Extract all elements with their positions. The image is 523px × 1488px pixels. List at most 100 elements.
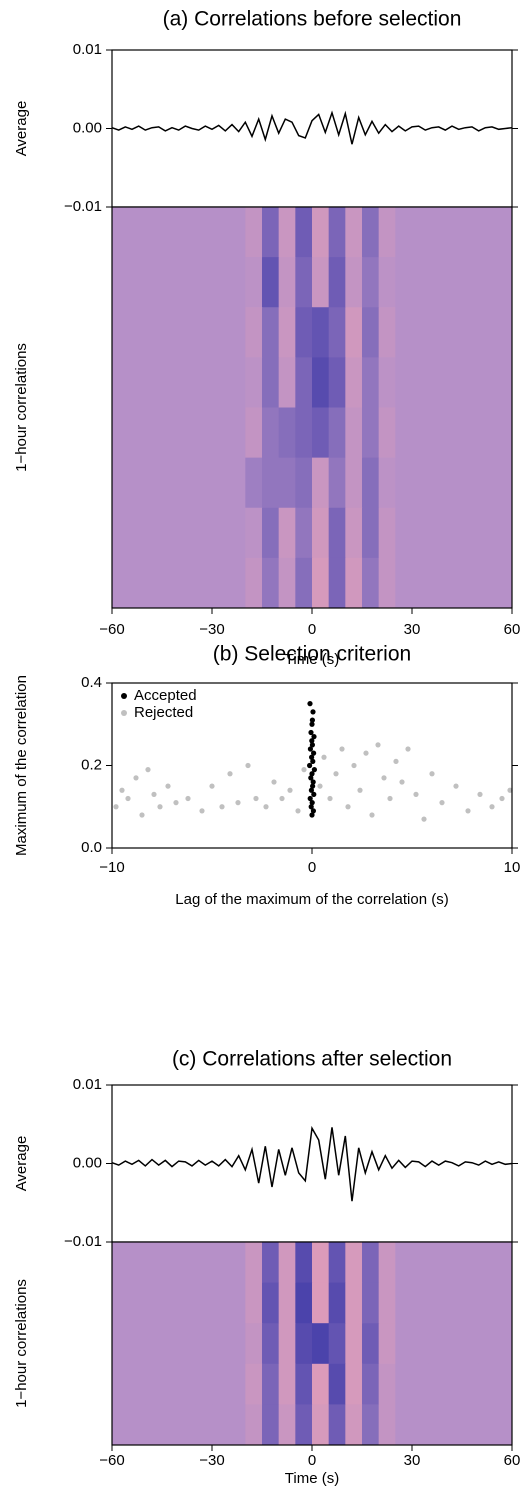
heatmap-cell: [145, 1323, 163, 1365]
heatmap-cell: [328, 457, 346, 509]
heatmap-cell: [345, 1404, 363, 1446]
heatmap-cell: [178, 1404, 196, 1446]
scatter-point: [309, 717, 315, 723]
heatmap-cell: [345, 1363, 363, 1405]
heatmap-cell: [295, 1323, 313, 1365]
heatmap-cell: [145, 1282, 163, 1324]
heatmap-cell: [345, 1282, 363, 1324]
heatmap-cell: [378, 1363, 396, 1405]
heatmap-cell: [462, 207, 480, 258]
heatmap-cell: [428, 1282, 446, 1324]
average-trace: [111, 110, 513, 145]
heatmap-cell: [212, 407, 230, 459]
heatmap-cell: [345, 1242, 363, 1284]
heatmap-cell: [445, 207, 463, 258]
heatmap-cell: [395, 1363, 413, 1405]
scatter-point: [310, 709, 316, 715]
heatmap-cell: [328, 1282, 346, 1324]
heatmap-cell: [378, 457, 396, 509]
heatmap-cell: [178, 1282, 196, 1324]
scatter-point: [307, 795, 313, 802]
heatmap-cell: [145, 407, 163, 459]
heatmap-cell: [278, 1282, 296, 1324]
heatmap-cell: [462, 357, 480, 408]
y-tick-label: 0.01: [73, 1076, 102, 1093]
heatmap-cell: [445, 357, 463, 408]
heatmap-cell: [445, 507, 463, 559]
scatter-point: [311, 767, 317, 773]
heatmap-cell: [445, 307, 463, 358]
heatmap-cell: [478, 1242, 496, 1284]
heatmap-cell: [445, 257, 463, 308]
heatmap-cell: [378, 507, 396, 559]
heatmap-cell: [295, 1282, 313, 1324]
heatmap-cell: [195, 307, 213, 358]
heatmap-cell: [428, 1242, 446, 1284]
y-tick-label: −0.01: [64, 198, 102, 215]
scatter-point: [133, 775, 139, 781]
heatmap-cell: [362, 1323, 380, 1365]
heatmap-cell: [195, 1242, 213, 1284]
y-axis-label: 1−hour correlations: [13, 343, 30, 472]
scatter-point: [393, 758, 399, 764]
heatmap-cell: [278, 457, 296, 509]
heatmap-cell: [178, 457, 196, 509]
x-tick-label: −60: [99, 1452, 124, 1469]
heatmap-cell: [412, 457, 430, 509]
heatmap-cell: [312, 507, 330, 559]
heatmap-cell: [245, 1363, 263, 1405]
heatmap-cell: [228, 1242, 246, 1284]
heatmap-cell: [412, 557, 430, 609]
heatmap-cell: [112, 1363, 130, 1405]
scatter-point: [310, 808, 316, 814]
heatmap-cell: [162, 1242, 180, 1284]
heatmap-cell: [328, 1404, 346, 1446]
heatmap-cell: [295, 507, 313, 559]
heatmap-cell: [312, 1242, 330, 1284]
scatter-point: [113, 804, 119, 810]
x-axis-label: Time (s): [285, 651, 339, 668]
heatmap-cell: [312, 557, 330, 609]
heatmap-cell: [245, 1323, 263, 1365]
heatmap-cell: [112, 1242, 130, 1284]
heatmap-cell: [228, 257, 246, 308]
heatmap-cell: [328, 207, 346, 258]
scatter-point: [301, 767, 307, 773]
heatmap-cell: [162, 357, 180, 408]
scatter-point: [429, 771, 435, 777]
heatmap-cell: [112, 207, 130, 258]
scatter-point: [369, 812, 375, 818]
heatmap-cell: [495, 557, 513, 609]
heatmap-cell: [362, 557, 380, 609]
heatmap-cell: [128, 1404, 146, 1446]
scatter-point: [465, 808, 471, 814]
heatmap-cell: [145, 207, 163, 258]
heatmap-cell: [478, 357, 496, 408]
scatter-point: [227, 771, 233, 777]
heatmap-cell: [412, 407, 430, 459]
heatmap-cell: [312, 307, 330, 358]
heatmap-cell: [312, 207, 330, 258]
scatter-point: [245, 762, 251, 769]
heatmap-cell: [245, 207, 263, 258]
scatter-point: [309, 800, 315, 806]
scatter-point: [157, 804, 163, 810]
heatmap-cell: [445, 1242, 463, 1284]
heatmap-cell: [228, 307, 246, 358]
scatter-point: [311, 791, 317, 797]
heatmap-cell: [378, 1404, 396, 1446]
scatter-point: [309, 754, 315, 760]
scatter-point: [271, 779, 277, 785]
heatmap-cell: [228, 1363, 246, 1405]
heatmap-cell: [212, 557, 230, 609]
scatter-point: [308, 729, 314, 736]
heatmap-cell: [228, 407, 246, 459]
heatmap-cell: [395, 407, 413, 459]
heatmap-cell: [362, 307, 380, 358]
heatmap-cell: [295, 1242, 313, 1284]
x-tick-label: 10: [504, 859, 521, 876]
heatmap-cell: [162, 407, 180, 459]
heatmap-cell: [212, 1282, 230, 1324]
heatmap-cell: [262, 557, 280, 609]
x-axis-label: Lag of the maximum of the correlation (s…: [175, 891, 448, 908]
